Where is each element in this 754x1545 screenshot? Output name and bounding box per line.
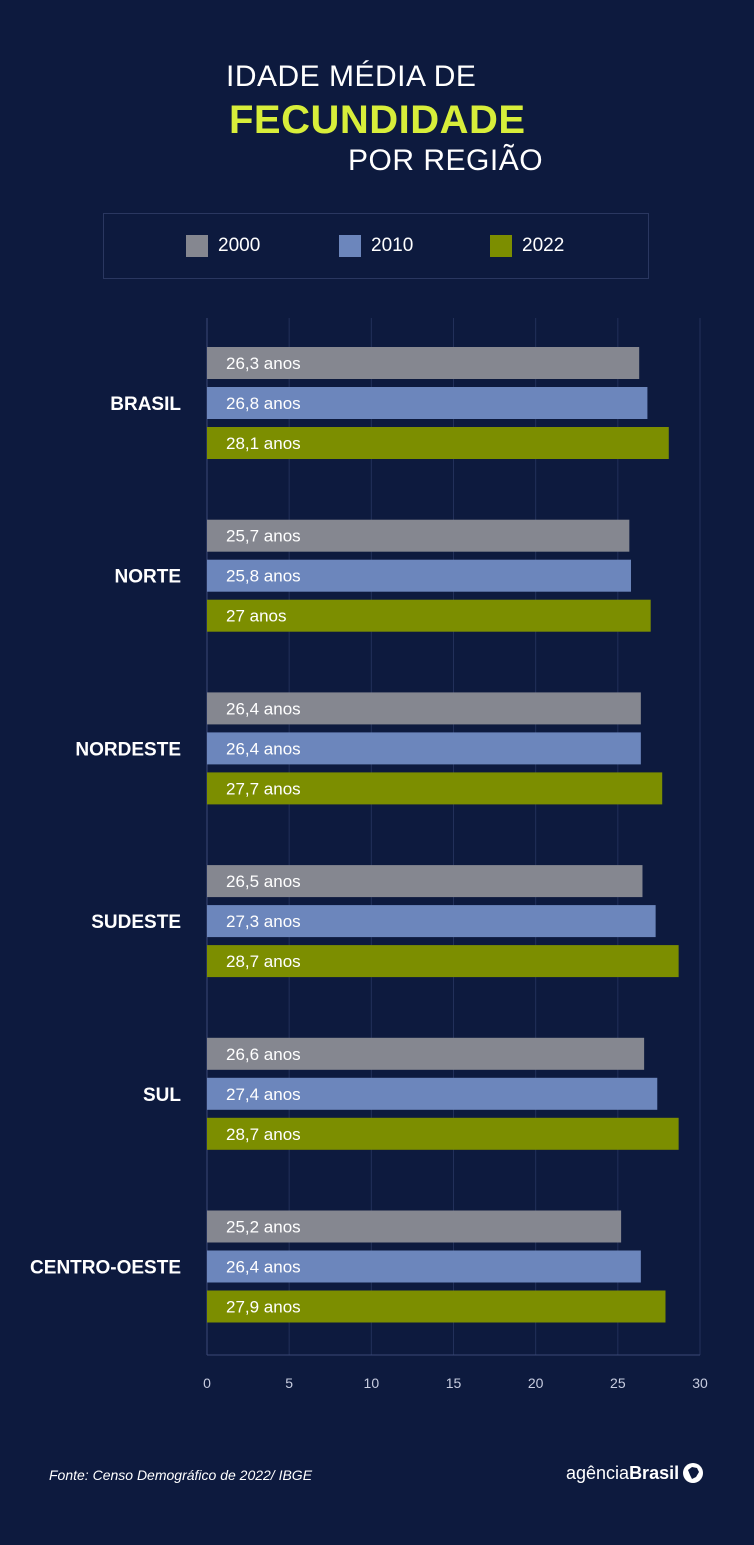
- bar-value-label: 25,2 anos: [226, 1218, 301, 1237]
- bar: [207, 1037, 645, 1070]
- bar: [207, 559, 631, 592]
- bar-value-label: 28,7 anos: [226, 1125, 301, 1144]
- bar-value-label: 26,3 anos: [226, 354, 301, 373]
- title-line-2: FECUNDIDADE: [229, 98, 526, 142]
- legend-label: 2022: [522, 235, 565, 256]
- x-tick-label: 10: [364, 1375, 380, 1391]
- bar-chart: 0 5 10 15 20 25 30 26,3 anos 26,8 anos 28,1 anos B…: [30, 318, 708, 1391]
- x-tick-label: 25: [610, 1375, 626, 1391]
- legend: 2000 2010 2022: [103, 213, 649, 279]
- category-label: NORTE: [115, 567, 182, 588]
- bar: [207, 772, 663, 805]
- bar: [207, 1290, 666, 1323]
- legend-swatch-2022: [490, 235, 512, 257]
- logo-prefix: agência: [566, 1462, 630, 1483]
- x-tick-label: 30: [692, 1375, 708, 1391]
- category-label: SUL: [143, 1085, 181, 1106]
- legend-label: 2000: [218, 235, 261, 256]
- bar-value-label: 25,7 anos: [226, 527, 301, 546]
- x-tick-label: 5: [285, 1375, 293, 1391]
- bar: [207, 519, 630, 552]
- logo-brand: Brasil: [629, 1462, 680, 1483]
- bar: [207, 1210, 622, 1243]
- x-tick-label: 0: [203, 1375, 211, 1391]
- bar-value-label: 27,3 anos: [226, 912, 301, 931]
- bar-value-label: 26,4 anos: [226, 699, 301, 718]
- bar-value-label: 26,5 anos: [226, 872, 301, 891]
- chart-title: IDADE MÉDIA DE FECUNDIDADE POR REGIÃO: [0, 60, 754, 190]
- legend-label: 2010: [371, 235, 414, 256]
- source-note: Fonte: Censo Demográfico de 2022/ IBGE: [49, 1467, 313, 1483]
- bar-value-label: 26,4 anos: [226, 739, 301, 758]
- bar-value-label: 26,6 anos: [226, 1045, 301, 1064]
- bar: [207, 427, 669, 459]
- category-label: SUDESTE: [91, 912, 181, 933]
- bar: [207, 692, 641, 725]
- title-line-1: IDADE MÉDIA DE: [226, 60, 477, 93]
- bar-value-label: 27,7 anos: [226, 779, 301, 798]
- bar-value-label: 26,8 anos: [226, 394, 301, 413]
- agencia-brasil-logo: agência Brasil: [566, 1462, 704, 1484]
- bar: [207, 945, 679, 978]
- legend-swatch-2010: [339, 235, 361, 257]
- bar-value-label: 27,4 anos: [226, 1085, 301, 1104]
- category-label: CENTRO-OESTE: [30, 1258, 181, 1279]
- bar-value-label: 26,4 anos: [226, 1258, 301, 1277]
- bar-value-label: 25,8 anos: [226, 567, 301, 586]
- bar: [207, 1250, 641, 1283]
- brazil-map-icon: [683, 1463, 704, 1483]
- bar: [207, 1077, 658, 1110]
- legend-item-2022: 2022: [490, 234, 564, 258]
- bar-value-label: 27 anos: [226, 607, 287, 626]
- bar: [207, 347, 640, 379]
- legend-item-2000: 2000: [186, 234, 260, 258]
- legend-swatch-2000: [186, 235, 208, 257]
- legend-item-2010: 2010: [339, 234, 413, 258]
- x-tick-label: 15: [446, 1375, 462, 1391]
- bar: [207, 732, 641, 765]
- title-line-3: POR REGIÃO: [348, 144, 544, 177]
- bar: [207, 387, 648, 419]
- bar: [207, 1117, 679, 1150]
- category-label: NORDESTE: [75, 739, 181, 760]
- bar: [207, 865, 643, 898]
- x-tick-label: 20: [528, 1375, 544, 1391]
- bar-value-label: 28,1 anos: [226, 434, 301, 453]
- category-label: BRASIL: [110, 394, 181, 415]
- bar-value-label: 28,7 anos: [226, 952, 301, 971]
- bar: [207, 905, 656, 938]
- bar: [207, 599, 651, 632]
- bar-value-label: 27,9 anos: [226, 1298, 301, 1317]
